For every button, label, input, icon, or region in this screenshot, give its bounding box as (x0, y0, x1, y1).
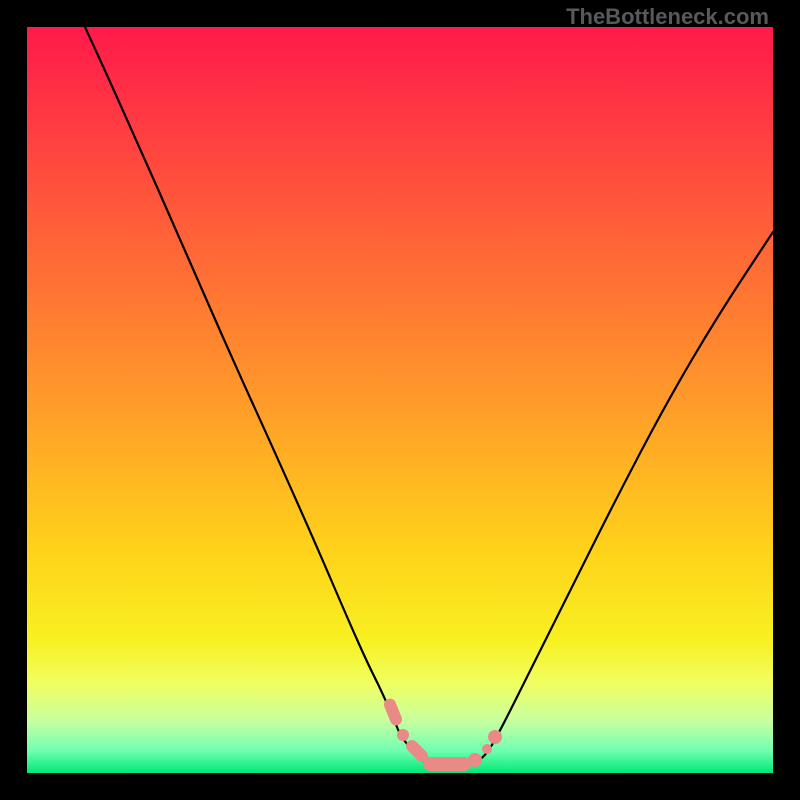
curve-markers (27, 27, 773, 773)
marker-4 (468, 753, 482, 767)
marker-1 (397, 729, 409, 741)
marker-0 (382, 697, 404, 727)
chart-frame: TheBottleneck.com (0, 0, 800, 800)
marker-5 (488, 730, 502, 744)
marker-3 (423, 757, 471, 771)
watermark-text: TheBottleneck.com (566, 4, 769, 30)
marker-6 (482, 744, 492, 754)
plot-area (27, 27, 773, 773)
